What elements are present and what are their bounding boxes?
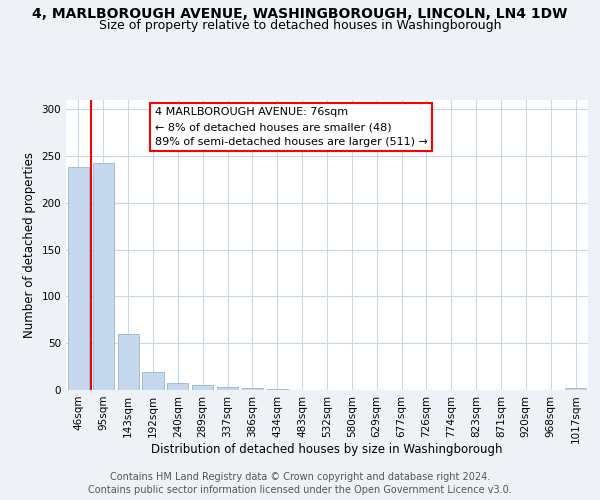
- Text: Contains public sector information licensed under the Open Government Licence v3: Contains public sector information licen…: [88, 485, 512, 495]
- Bar: [267, 389, 288, 390]
- Bar: [118, 334, 139, 390]
- Bar: [242, 388, 263, 390]
- Bar: [93, 162, 114, 390]
- Y-axis label: Number of detached properties: Number of detached properties: [23, 152, 36, 338]
- Bar: [192, 386, 213, 390]
- Text: 4, MARLBOROUGH AVENUE, WASHINGBOROUGH, LINCOLN, LN4 1DW: 4, MARLBOROUGH AVENUE, WASHINGBOROUGH, L…: [32, 8, 568, 22]
- Text: Contains HM Land Registry data © Crown copyright and database right 2024.: Contains HM Land Registry data © Crown c…: [110, 472, 490, 482]
- Text: Size of property relative to detached houses in Washingborough: Size of property relative to detached ho…: [99, 19, 501, 32]
- Bar: [217, 387, 238, 390]
- Text: Distribution of detached houses by size in Washingborough: Distribution of detached houses by size …: [151, 442, 503, 456]
- Bar: [142, 372, 164, 390]
- Text: 4 MARLBOROUGH AVENUE: 76sqm
← 8% of detached houses are smaller (48)
89% of semi: 4 MARLBOROUGH AVENUE: 76sqm ← 8% of deta…: [155, 108, 428, 147]
- Bar: [565, 388, 586, 390]
- Bar: [167, 384, 188, 390]
- Bar: [68, 168, 89, 390]
